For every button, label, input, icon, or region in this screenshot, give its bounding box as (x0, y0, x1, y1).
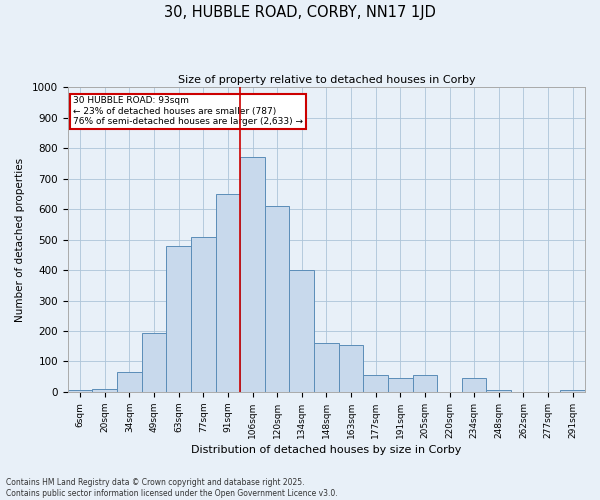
Bar (265, 206, 289, 392)
Text: Contains HM Land Registry data © Crown copyright and database right 2025.
Contai: Contains HM Land Registry data © Crown c… (6, 478, 338, 498)
Bar (560, 390, 585, 392)
Bar (92, 389, 117, 392)
Bar (413, 375, 437, 392)
Bar (289, 270, 314, 392)
Text: 30 HUBBLE ROAD: 93sqm
← 23% of detached houses are smaller (787)
76% of semi-det: 30 HUBBLE ROAD: 93sqm ← 23% of detached … (73, 96, 303, 126)
Bar (68, 390, 92, 392)
X-axis label: Distribution of detached houses by size in Corby: Distribution of detached houses by size … (191, 445, 461, 455)
Bar (240, 158, 265, 392)
Bar (462, 378, 487, 392)
Bar (142, 332, 166, 392)
Bar (117, 372, 142, 392)
Bar (166, 246, 191, 392)
Bar (364, 375, 388, 392)
Bar (215, 194, 240, 392)
Bar (487, 390, 511, 392)
Bar (191, 236, 215, 392)
Y-axis label: Number of detached properties: Number of detached properties (15, 158, 25, 322)
Bar (339, 344, 364, 392)
Bar (388, 378, 413, 392)
Title: Size of property relative to detached houses in Corby: Size of property relative to detached ho… (178, 75, 475, 85)
Text: 30, HUBBLE ROAD, CORBY, NN17 1JD: 30, HUBBLE ROAD, CORBY, NN17 1JD (164, 5, 436, 20)
Bar (314, 343, 339, 392)
